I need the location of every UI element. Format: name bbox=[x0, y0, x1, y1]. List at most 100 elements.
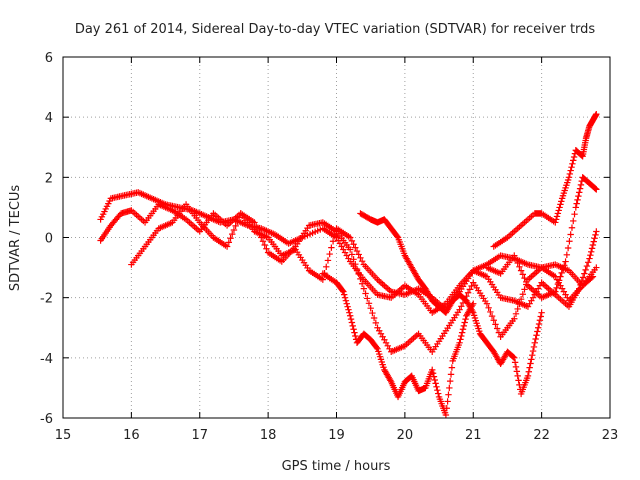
data-point bbox=[557, 201, 564, 208]
data-point bbox=[552, 219, 559, 226]
data-point bbox=[263, 245, 270, 252]
data-point bbox=[517, 267, 525, 274]
data-point bbox=[593, 228, 600, 235]
data-point bbox=[485, 304, 492, 312]
data-point bbox=[586, 255, 593, 262]
data-point bbox=[350, 326, 357, 333]
data-point bbox=[445, 391, 452, 398]
data-point bbox=[568, 163, 575, 171]
data-point bbox=[431, 376, 438, 384]
data-point bbox=[344, 303, 351, 310]
y-tick-label: -2 bbox=[40, 292, 53, 307]
data-point bbox=[352, 332, 359, 340]
x-axis-label: GPS time / hours bbox=[282, 459, 391, 474]
data-point bbox=[530, 343, 538, 351]
data-point bbox=[571, 210, 578, 218]
data-point bbox=[511, 252, 518, 259]
data-point bbox=[358, 280, 366, 287]
data-point bbox=[235, 214, 243, 221]
data-point bbox=[566, 170, 574, 178]
data-point bbox=[252, 223, 260, 230]
data-point bbox=[350, 241, 357, 248]
data-point bbox=[323, 263, 330, 271]
data-point bbox=[583, 262, 591, 270]
data-point bbox=[587, 251, 594, 259]
data-point bbox=[567, 167, 574, 174]
data-point bbox=[552, 288, 559, 295]
data-point bbox=[373, 344, 380, 351]
x-tick-label: 16 bbox=[123, 428, 140, 443]
data-point bbox=[442, 411, 450, 419]
data-point bbox=[459, 326, 467, 333]
data-point bbox=[387, 377, 394, 384]
data-point bbox=[446, 377, 454, 385]
series-layer bbox=[97, 110, 600, 419]
data-point bbox=[326, 250, 333, 258]
data-point bbox=[555, 207, 562, 214]
data-point bbox=[587, 248, 595, 255]
data-point bbox=[223, 243, 231, 250]
data-point bbox=[589, 241, 597, 249]
data-point bbox=[348, 251, 356, 258]
data-point bbox=[345, 306, 352, 313]
data-point bbox=[570, 153, 578, 161]
data-point bbox=[516, 300, 523, 308]
data-point bbox=[357, 275, 364, 283]
data-point bbox=[588, 245, 596, 252]
data-point bbox=[462, 315, 469, 323]
data-point bbox=[227, 235, 234, 242]
data-point bbox=[443, 405, 450, 412]
data-point bbox=[429, 366, 436, 374]
data-point bbox=[339, 287, 346, 294]
data-point bbox=[256, 230, 263, 237]
data-point bbox=[346, 246, 354, 253]
data-point bbox=[342, 297, 350, 304]
data-point bbox=[512, 310, 520, 318]
x-tick-label: 19 bbox=[328, 428, 345, 443]
y-tick-label: 2 bbox=[45, 171, 53, 186]
data-point bbox=[329, 238, 337, 245]
data-point bbox=[225, 239, 233, 246]
data-point bbox=[369, 309, 376, 317]
data-point bbox=[568, 224, 576, 231]
data-point bbox=[456, 306, 463, 313]
data-point bbox=[350, 256, 357, 263]
data-point bbox=[569, 160, 576, 167]
data-point bbox=[234, 218, 241, 225]
data-point bbox=[324, 257, 332, 264]
data-point bbox=[558, 269, 565, 277]
data-point bbox=[523, 278, 530, 286]
data-point bbox=[261, 241, 268, 249]
data-point bbox=[516, 263, 523, 271]
data-point bbox=[553, 284, 560, 292]
data-point bbox=[351, 329, 358, 336]
data-point bbox=[346, 309, 353, 316]
data-point bbox=[521, 286, 528, 293]
data-point bbox=[537, 313, 544, 320]
y-axis-label: SDTVAR / TECUs bbox=[8, 185, 23, 292]
data-point bbox=[347, 315, 355, 323]
data-point bbox=[565, 174, 573, 181]
data-point bbox=[433, 383, 440, 390]
data-point bbox=[362, 290, 369, 297]
data-point bbox=[232, 222, 239, 230]
data-point bbox=[526, 364, 533, 371]
data-point bbox=[558, 198, 565, 205]
data-point bbox=[448, 364, 456, 371]
data-point bbox=[575, 192, 582, 200]
data-point bbox=[590, 238, 597, 245]
data-point bbox=[458, 332, 465, 340]
data-point bbox=[512, 363, 520, 371]
data-point bbox=[536, 317, 544, 324]
data-point bbox=[348, 237, 356, 245]
x-tick-label: 20 bbox=[397, 428, 414, 443]
data-point bbox=[535, 324, 542, 331]
data-point bbox=[553, 213, 561, 220]
data-point bbox=[592, 185, 599, 192]
data-point bbox=[488, 312, 496, 320]
data-point bbox=[521, 274, 528, 282]
plot-frame bbox=[62, 56, 611, 419]
data-point bbox=[554, 210, 562, 217]
